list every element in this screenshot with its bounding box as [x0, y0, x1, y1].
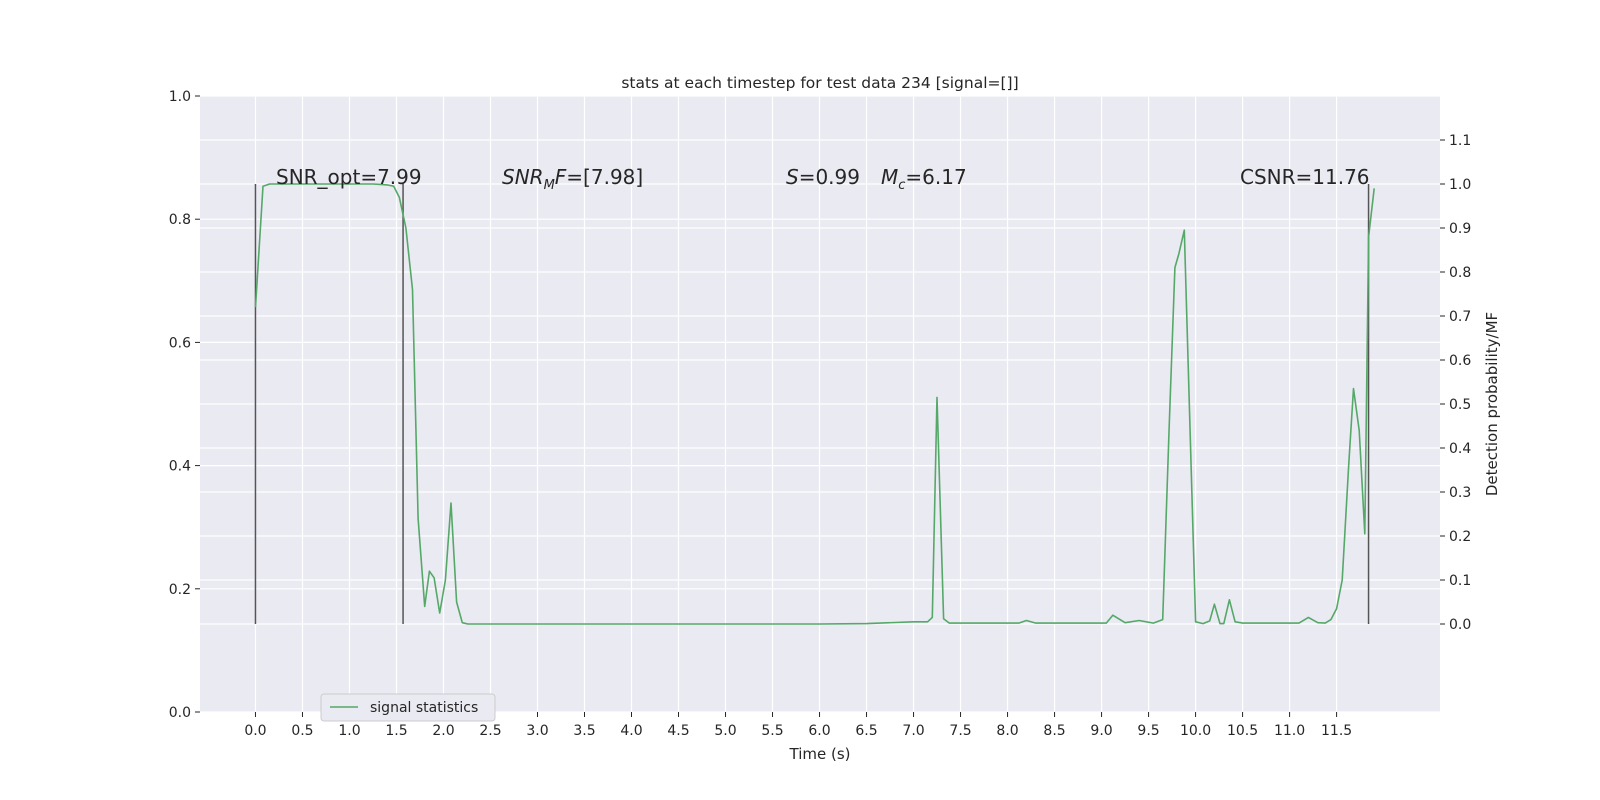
- annotation-s: S=0.99: [786, 165, 860, 189]
- x-tick-label: 10.0: [1180, 723, 1211, 739]
- y-right-tick-label: 0.2: [1449, 529, 1471, 545]
- x-tick-label: 5.0: [714, 723, 736, 739]
- y-right-tick-label: 0.9: [1449, 221, 1471, 237]
- annotation-csnr: CSNR=11.76: [1240, 165, 1370, 189]
- annotation-snr-mf-value: =[7.98]: [566, 165, 643, 189]
- grid: [200, 95, 1440, 713]
- x-tick-label: 6.0: [808, 723, 830, 739]
- y-right-tick-label: 0.3: [1449, 485, 1471, 501]
- legend: signal statistics: [320, 693, 496, 722]
- series-line: [254, 183, 1375, 625]
- y-right-tick-label: 0.5: [1449, 397, 1471, 413]
- x-tick-label: 11.5: [1321, 723, 1352, 739]
- annotation-s-value: =0.99: [799, 165, 860, 189]
- y-right-tick-label: 1.1: [1449, 133, 1471, 149]
- y-left-tick-label: 0.8: [169, 212, 191, 228]
- y-right-axis-label: Detection probability/MF: [1483, 312, 1501, 496]
- y-left-axis-ticks: 0.0 0.2 0.4 0.6 0.8 1.0: [169, 89, 200, 721]
- x-axis-label: Time (s): [789, 745, 851, 763]
- x-tick-label: 3.0: [526, 723, 548, 739]
- y-right-tick-label: 0.8: [1449, 265, 1471, 281]
- chart-title: stats at each timestep for test data 234…: [621, 74, 1018, 92]
- x-tick-label: 6.5: [855, 723, 877, 739]
- y-left-tick-label: 0.0: [169, 705, 191, 721]
- x-tick-label: 9.0: [1090, 723, 1112, 739]
- y-right-tick-label: 0.1: [1449, 573, 1471, 589]
- x-tick-label: 2.5: [479, 723, 501, 739]
- annotation-mc-value: =6.17: [905, 165, 966, 189]
- y-left-tick-label: 0.6: [169, 335, 191, 351]
- legend-label: signal statistics: [370, 700, 478, 716]
- x-tick-label: 1.5: [385, 723, 407, 739]
- x-tick-label: 0.5: [291, 723, 313, 739]
- x-axis-ticks: 0.0 0.5 1.0 1.5 2.0 2.5 3.0 3.5 4.0 4.5 5.0 5.5 6.0 6…: [244, 712, 1352, 739]
- x-tick-label: 7.5: [949, 723, 971, 739]
- x-tick-label: 3.5: [573, 723, 595, 739]
- y-right-tick-label: 0.4: [1449, 441, 1471, 457]
- x-tick-label: 4.0: [620, 723, 642, 739]
- x-tick-label: 8.0: [996, 723, 1018, 739]
- y-right-tick-label: 0.0: [1449, 617, 1471, 633]
- y-left-tick-label: 1.0: [169, 89, 191, 105]
- x-tick-label: 8.5: [1043, 723, 1065, 739]
- x-tick-label: 11.0: [1274, 723, 1305, 739]
- x-tick-label: 10.5: [1227, 723, 1258, 739]
- x-tick-label: 5.5: [761, 723, 783, 739]
- x-tick-label: 7.0: [902, 723, 924, 739]
- y-right-tick-label: 0.6: [1449, 353, 1471, 369]
- legend-box: [320, 693, 496, 722]
- series-layer: [254, 183, 1375, 625]
- y-left-tick-label: 0.4: [169, 459, 191, 475]
- x-tick-label: 2.0: [432, 723, 454, 739]
- annotation-snr-mf: SNRMF=[7.98]: [502, 165, 643, 193]
- y-right-tick-label: 0.7: [1449, 309, 1471, 325]
- x-tick-label: 0.0: [244, 723, 266, 739]
- x-tick-label: 1.0: [338, 723, 360, 739]
- x-tick-label: 9.5: [1137, 723, 1159, 739]
- annotation-snr-opt: SNR_opt=7.99: [276, 165, 422, 189]
- annotation-mc: Mc=6.17: [881, 165, 967, 193]
- y-right-axis-ticks: 0.0 0.1 0.2 0.3 0.4 0.5 0.6 0.7 0.8 0.9 1.0 1.1: [1440, 133, 1471, 633]
- x-tick-label: 4.5: [667, 723, 689, 739]
- y-left-tick-label: 0.2: [169, 582, 191, 598]
- y-right-tick-label: 1.0: [1449, 177, 1471, 193]
